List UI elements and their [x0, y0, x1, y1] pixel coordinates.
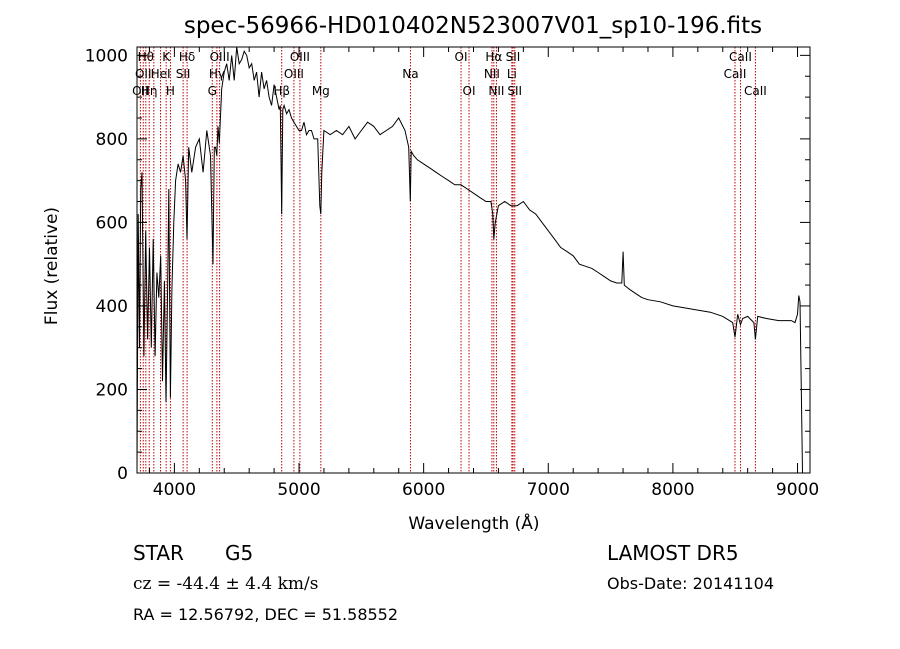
line-marker-label-24: SII	[506, 50, 521, 64]
x-tick-label-0: 4000	[153, 480, 196, 500]
line-marker-label-18: OI	[455, 50, 468, 64]
y-tick-label-4: 800	[96, 130, 128, 150]
object-subclass: G5	[225, 541, 253, 565]
coordinates: RA = 12.56792, DEC = 51.58552	[133, 605, 398, 624]
line-marker-labels: OIIOIIHθHηHeIKHSIIHδGHγOIIIHβOIIIOIIIMgN…	[132, 50, 767, 98]
y-tick-label-0: 0	[117, 464, 128, 484]
x-tick-label-3: 7000	[527, 480, 570, 500]
observation-date: Obs-Date: 20141104	[607, 574, 774, 593]
x-tick-label-2: 6000	[402, 480, 445, 500]
line-marker-label-12: OIII	[210, 50, 230, 64]
line-marker-label-14: OIII	[284, 67, 304, 81]
line-marker-label-15: OIII	[290, 50, 310, 64]
survey-name: LAMOST DR5	[607, 541, 739, 565]
object-class: STAR	[133, 541, 184, 565]
line-marker-label-5: HeI	[151, 67, 171, 81]
y-tick-label-1: 200	[96, 380, 128, 400]
line-marker-label-8: SII	[176, 67, 191, 81]
y-axis-label: Flux (relative)	[42, 207, 62, 325]
x-tick-label-5: 9000	[776, 480, 819, 500]
x-axis-ticks: 4000 5000 6000 7000 8000 9000	[148, 47, 819, 500]
line-marker-label-1: OII	[135, 67, 152, 81]
line-marker-label-21: Hα	[485, 50, 502, 64]
line-marker-label-11: Hγ	[209, 67, 225, 81]
y-tick-label-2: 400	[96, 297, 128, 317]
x-tick-label-1: 5000	[277, 480, 320, 500]
plot-frame	[136, 46, 811, 474]
line-marker-label-13: Hβ	[273, 84, 290, 98]
line-marker-label-20: NII	[484, 67, 500, 81]
x-axis-label: Wavelength (Å)	[408, 512, 539, 534]
line-marker-label-26: CaII	[724, 67, 747, 81]
line-marker-label-19: OI	[463, 84, 476, 98]
y-axis-ticks: 0 200 400 600 800 1000	[85, 46, 810, 484]
line-marker-label-10: G	[208, 84, 217, 98]
y-tick-label-5: 1000	[85, 46, 128, 66]
line-markers	[139, 47, 756, 473]
line-marker-label-9: Hδ	[179, 50, 195, 64]
line-marker-label-7: H	[166, 84, 175, 98]
redshift-cz: cz = -44.4 ± 4.4 km/s	[133, 574, 319, 594]
line-marker-label-3: Hη	[141, 84, 158, 98]
x-tick-label-4: 8000	[651, 480, 694, 500]
line-marker-label-25: SII	[507, 84, 522, 98]
line-marker-label-16: Mg	[312, 84, 330, 98]
line-marker-label-23: Li	[507, 67, 517, 81]
spectrum-line	[136, 46, 803, 474]
line-marker-label-27: CaII	[729, 50, 752, 64]
line-marker-label-2: Hθ	[138, 50, 154, 64]
chart-title: spec-56966-HD010402N523007V01_sp10-196.f…	[184, 13, 762, 39]
line-marker-label-6: K	[162, 50, 171, 64]
line-marker-label-22: NII	[488, 84, 504, 98]
line-marker-label-0: OII	[132, 84, 149, 98]
line-marker-label-28: CaII	[744, 84, 767, 98]
line-marker-label-17: Na	[402, 67, 418, 81]
y-tick-label-3: 600	[96, 213, 128, 233]
